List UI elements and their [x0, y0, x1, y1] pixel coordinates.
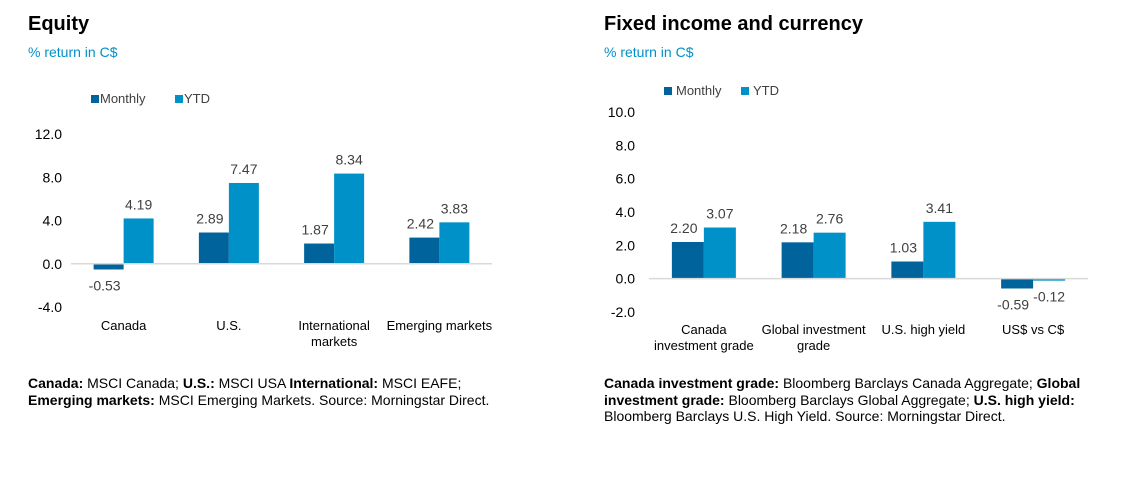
y-tick-label: 12.0 [35, 126, 62, 142]
legend-swatch-ytd [175, 95, 183, 103]
category-label-line: International [298, 318, 370, 333]
data-label: 2.18 [780, 220, 807, 236]
data-label: 2.20 [670, 220, 697, 236]
category-label-line: grade [797, 338, 830, 353]
bar-ytd [228, 182, 259, 264]
footnote-term: Canada investment grade: [604, 375, 780, 391]
legend-label-ytd: YTD [753, 83, 779, 98]
footnote-text: Bloomberg Barclays Global Aggregate; [724, 391, 974, 408]
footnote-term: U.S. high yield: [973, 391, 1075, 408]
y-tick-label: 6.0 [616, 171, 636, 187]
equity-subtitle: % return in C$ [28, 44, 118, 60]
category-label: Emerging markets [387, 318, 493, 333]
footnote-term: U.S.: [182, 375, 215, 391]
bar-monthly [409, 237, 440, 264]
footnote-term: Global investment grade: [604, 375, 1081, 408]
bar-ytd [1033, 278, 1066, 281]
category-label: Canada investment grade [654, 322, 754, 353]
footnote-text: Bloomberg Barclays U.S. High Yield. Sour… [604, 408, 1006, 424]
data-label: -0.59 [997, 297, 1029, 313]
y-tick-label: 2.0 [616, 237, 636, 253]
bar-monthly [1001, 278, 1034, 289]
footnote-term: International: [289, 375, 379, 391]
data-label: 7.47 [230, 161, 257, 177]
data-label: -0.53 [89, 277, 121, 293]
y-tick-label: -2.0 [611, 304, 635, 320]
data-label: 2.42 [407, 216, 434, 232]
y-tick-label: 8.0 [43, 169, 63, 185]
category-label: U.S. high yield [881, 322, 965, 337]
footnote-text: MSCI Emerging Markets. Source: Morningst… [154, 391, 490, 408]
y-tick-label: -4.0 [38, 299, 62, 315]
bar-ytd [923, 221, 956, 279]
legend-label-monthly: Monthly [100, 91, 146, 106]
category-label-line: markets [311, 334, 358, 349]
bar-ytd [703, 227, 736, 279]
category-label: Canada [101, 318, 147, 333]
bar-ytd [439, 222, 470, 264]
fixed-income-footnote: Canada investment grade: Bloomberg Barcl… [604, 375, 1084, 425]
y-tick-label: 4.0 [616, 204, 636, 220]
category-label-line: Global investment [762, 322, 866, 337]
fixed-income-subtitle: % return in C$ [604, 44, 694, 60]
bar-monthly [93, 263, 124, 270]
y-tick-label: 0.0 [616, 271, 636, 287]
y-tick-label: 8.0 [616, 137, 636, 153]
category-label-line: Emerging markets [387, 318, 493, 333]
category-label-line: investment grade [654, 338, 754, 353]
data-label: 1.87 [302, 222, 329, 238]
category-label: Global investment grade [762, 322, 866, 353]
equity-footnote: Canada: MSCI Canada; U.S.: MSCI USA Inte… [28, 375, 528, 408]
y-tick-label: 10.0 [608, 104, 635, 120]
data-label: 3.41 [926, 200, 953, 216]
data-label: 4.19 [125, 196, 152, 212]
legend-swatch-monthly [91, 95, 99, 103]
legend-swatch-monthly [664, 87, 672, 95]
legend-label-ytd: YTD [184, 91, 210, 106]
category-label-line: U.S. [216, 318, 241, 333]
footnote-text: MSCI EAFE; [378, 375, 462, 391]
category-label-line: US$ vs C$ [1002, 322, 1065, 337]
category-label-line: Canada [101, 318, 147, 333]
bar-monthly [304, 243, 335, 264]
data-label: 1.03 [890, 240, 917, 256]
footnote-term: Canada: [28, 375, 84, 391]
category-label: U.S. [216, 318, 241, 333]
bar-ytd [813, 232, 846, 279]
bar-monthly [198, 232, 229, 264]
footnote-text: MSCI Canada; [83, 375, 183, 391]
bar-monthly [891, 261, 924, 279]
legend-swatch-ytd [741, 87, 749, 95]
data-label: 2.76 [816, 211, 843, 227]
category-label: US$ vs C$ [1002, 322, 1065, 337]
fixed-income-title: Fixed income and currency [604, 13, 863, 35]
bar-ytd [123, 218, 154, 264]
category-label: International markets [298, 318, 370, 349]
data-label: -0.12 [1033, 289, 1065, 305]
bar-monthly [671, 242, 704, 279]
bar-ytd [334, 173, 365, 264]
category-label-line: U.S. high yield [881, 322, 965, 337]
footnote-text: Bloomberg Barclays Canada Aggregate; [779, 375, 1037, 391]
data-label: 2.89 [196, 211, 223, 227]
bar-monthly [781, 242, 814, 279]
legend-label-monthly: Monthly [676, 83, 722, 98]
data-label: 3.83 [441, 200, 468, 216]
footnote-term: Emerging markets: [28, 391, 155, 408]
equity-title: Equity [28, 13, 90, 35]
category-label-line: Canada [681, 322, 727, 337]
y-tick-label: 4.0 [43, 213, 63, 229]
y-tick-label: 0.0 [43, 256, 63, 272]
footnote-text: MSCI USA [214, 375, 290, 391]
data-label: 8.34 [336, 152, 363, 168]
data-label: 3.07 [706, 206, 733, 222]
